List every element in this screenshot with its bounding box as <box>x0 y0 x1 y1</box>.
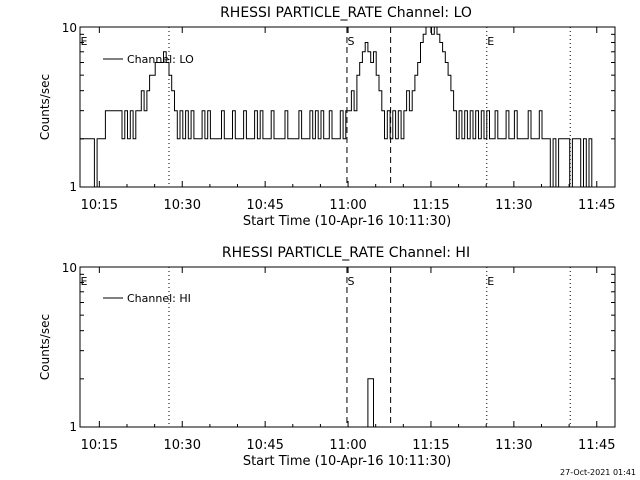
x-tick-label: 10:15 <box>81 198 118 213</box>
x-tick-label: 11:15 <box>412 438 449 453</box>
marker-label: E <box>81 35 88 48</box>
x-axis-label: Start Time (10-Apr-16 10:11:30) <box>243 214 451 229</box>
y-axis: 10 1 <box>62 21 615 194</box>
x-tick-label: 10:15 <box>81 438 118 453</box>
y-tick-label: 1 <box>69 420 77 434</box>
series-line <box>80 26 593 188</box>
x-axis: 10:15 10:30 10:45 11:00 11:15 11:30 11:45 <box>81 267 615 453</box>
x-tick-label: 11:00 <box>329 438 366 453</box>
x-tick-label: 11:15 <box>412 198 449 213</box>
x-tick-label: 11:30 <box>495 198 532 213</box>
x-tick-label: 11:00 <box>329 198 366 213</box>
chart-title: RHESSI PARTICLE_RATE Channel: HI <box>222 245 470 261</box>
x-tick-label: 10:45 <box>246 438 283 453</box>
y-axis: 10 1 <box>62 261 615 434</box>
marker-label: E <box>487 35 494 48</box>
y-tick-label: 10 <box>62 21 77 35</box>
x-tick-label: 11:45 <box>578 438 615 453</box>
chart-panel-hi: RHESSI PARTICLE_RATE Channel: HI E S E 10 … <box>38 245 616 469</box>
timestamp: 27-Oct-2021 01:41 <box>560 468 636 477</box>
series-lo <box>80 26 593 188</box>
marker-label: E <box>487 275 494 288</box>
series-hi <box>364 378 377 428</box>
chart-title: RHESSI PARTICLE_RATE Channel: LO <box>220 5 472 21</box>
series-line <box>364 378 377 428</box>
chart-panel-lo: RHESSI PARTICLE_RATE Channel: LO E S E 10 … <box>38 5 616 229</box>
marker-label: S <box>347 35 354 48</box>
legend-entry: Channel: HI <box>127 292 191 305</box>
legend: Channel: LO <box>103 53 194 66</box>
y-tick-label: 1 <box>69 180 77 194</box>
legend: Channel: HI <box>103 292 191 305</box>
x-tick-label: 10:30 <box>164 198 201 213</box>
legend-entry: Channel: LO <box>127 53 194 66</box>
x-axis: 10:15 10:30 10:45 11:00 11:15 11:30 11:45 <box>81 27 615 213</box>
y-axis-label: Counts/sec <box>38 314 52 380</box>
x-tick-label: 10:45 <box>246 198 283 213</box>
marker-label: E <box>81 275 88 288</box>
y-axis-label: Counts/sec <box>38 74 52 140</box>
x-tick-label: 11:30 <box>495 438 532 453</box>
y-tick-label: 10 <box>62 261 77 275</box>
x-tick-label: 11:45 <box>578 198 615 213</box>
plot-frame <box>79 26 616 188</box>
plot-frame <box>79 266 616 428</box>
marker-label: S <box>347 275 354 288</box>
x-axis-label: Start Time (10-Apr-16 10:11:30) <box>243 454 451 469</box>
x-tick-label: 10:30 <box>164 438 201 453</box>
